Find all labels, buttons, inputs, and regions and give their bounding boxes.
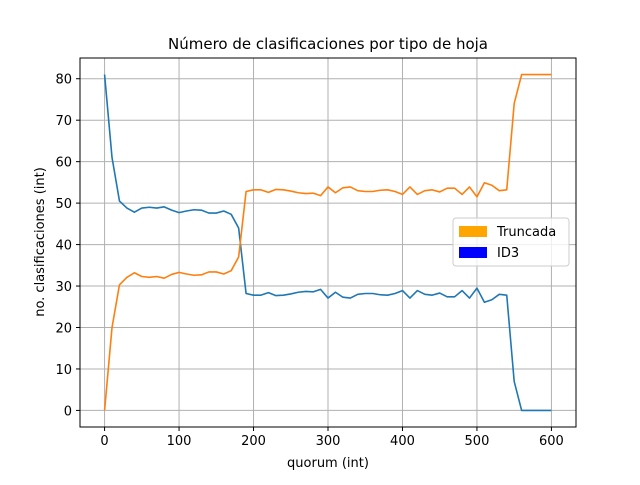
y-tick-label: 80 [55,73,72,88]
x-axis-title: quorum (int) [287,456,369,471]
series-line-1 [103,74,552,412]
y-tick-label: 40 [55,239,72,254]
x-tick-label: 400 [390,434,415,449]
x-tick-label: 100 [167,434,192,449]
series-lines [103,73,552,412]
x-tick-label: 300 [316,434,341,449]
legend-label: ID3 [497,246,519,261]
y-tick-label: 20 [55,321,72,336]
y-tick-label: 0 [64,404,72,419]
legend-label: Truncada [496,225,556,240]
x-tick-label: 0 [100,434,108,449]
series-line-2 [103,73,552,411]
y-tick-label: 10 [55,363,72,378]
y-tick-label: 30 [55,280,72,295]
y-tick-label: 60 [55,156,72,171]
legend: Truncada ID3 [452,217,570,267]
legend-swatch [459,226,487,237]
x-tick-label: 600 [539,434,564,449]
axis-ticks: 0 100 200 300 400 500 600 0 10 20 30 40 50 60 70 80 [55,73,563,449]
x-tick-label: 500 [465,434,490,449]
chart-title: Número de clasificaciones por tipo de ho… [168,35,488,53]
y-axis-title: no. clasificaciones (int) [33,167,48,317]
y-tick-label: 70 [55,114,72,129]
y-tick-label: 50 [55,197,72,212]
x-tick-label: 200 [241,434,266,449]
legend-swatch [459,247,487,258]
plot-frame [79,57,577,428]
